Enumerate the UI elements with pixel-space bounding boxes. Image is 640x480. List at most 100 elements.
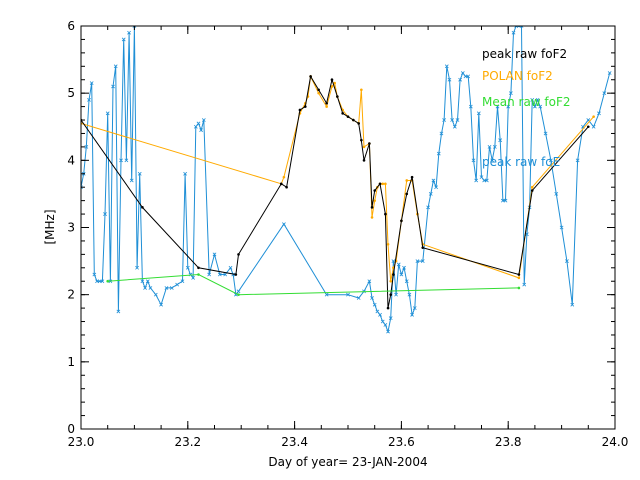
data-point-peak-raw-foe: [103, 212, 107, 216]
data-point-peak-raw-foe: [479, 175, 484, 180]
data-point-peak-raw-fof2: [237, 253, 240, 256]
x-tick-label: 23.2: [174, 435, 201, 449]
data-point-peak-raw-foe: [506, 104, 511, 109]
series-peak-raw-fof2: [81, 74, 590, 310]
legend-peak-raw-foe: peak raw foE: [482, 155, 560, 169]
data-point-peak-raw-fof2: [341, 112, 344, 115]
legend-polan-fof2: POLAN foF2: [482, 69, 553, 83]
data-point-peak-raw-foe: [119, 158, 123, 163]
data-point-peak-raw-foe: [180, 279, 185, 284]
data-point-peak-raw-foe: [570, 302, 575, 307]
data-point-mean-raw-fof2: [197, 273, 200, 276]
data-point-peak-raw-foe: [436, 151, 441, 156]
data-point-peak-raw-fof2: [370, 206, 374, 209]
data-point-peak-raw-fof2: [368, 142, 371, 145]
data-point-peak-raw-foe: [460, 71, 465, 75]
data-point-peak-raw-fof2: [234, 273, 238, 276]
data-point-peak-raw-fof2: [336, 95, 339, 98]
data-point-peak-raw-fof2: [421, 246, 425, 249]
data-point-peak-raw-foe: [84, 145, 89, 149]
data-point-peak-raw-foe: [191, 275, 196, 280]
data-point-peak-raw-foe: [503, 198, 508, 203]
data-point-peak-raw-foe: [428, 192, 433, 196]
data-point-peak-raw-fof2: [400, 219, 403, 223]
data-point-peak-raw-foe: [471, 158, 476, 163]
data-point-peak-raw-foe: [549, 158, 553, 163]
data-point-peak-raw-fof2: [346, 115, 350, 118]
data-point-peak-raw-foe: [148, 286, 153, 290]
data-point-peak-raw-foe: [212, 252, 217, 257]
data-point-peak-raw-foe: [201, 118, 206, 122]
data-point-peak-raw-fof2: [362, 159, 366, 162]
data-point-peak-raw-fof2: [360, 138, 363, 142]
x-tick-label: 23.8: [495, 435, 522, 449]
data-point-peak-raw-foe: [111, 84, 115, 89]
data-point-peak-raw-foe: [607, 71, 612, 75]
data-point-peak-raw-foe: [159, 302, 163, 307]
data-point-peak-raw-fof2: [530, 189, 534, 192]
data-point-peak-raw-foe: [140, 279, 145, 284]
data-point-peak-raw-foe: [199, 128, 204, 132]
data-point-polan-fof2: [360, 88, 363, 92]
data-point-peak-raw-foe: [484, 178, 489, 183]
data-point-peak-raw-fof2: [141, 206, 144, 209]
data-point-peak-raw-foe: [383, 323, 388, 327]
data-point-peak-raw-foe: [597, 111, 601, 116]
legend-peak-raw-fof2: peak raw foF2: [482, 47, 567, 61]
data-point-peak-raw-foe: [124, 158, 129, 163]
data-point-peak-raw-foe: [522, 282, 527, 287]
data-point-peak-raw-fof2: [378, 182, 382, 186]
data-point-polan-fof2: [330, 85, 334, 88]
data-point-polan-fof2: [386, 242, 390, 246]
data-point-peak-raw-foe: [372, 302, 377, 307]
data-point-mean-raw-fof2: [517, 286, 521, 290]
data-point-peak-raw-foe: [452, 124, 457, 129]
data-point-peak-raw-foe: [511, 30, 516, 35]
y-tick-label: 4: [67, 153, 75, 167]
data-point-peak-raw-foe: [282, 222, 286, 227]
data-point-peak-raw-foe: [223, 272, 228, 277]
data-point-polan-fof2: [389, 279, 393, 283]
data-point-peak-raw-fof2: [309, 75, 312, 78]
data-point-peak-raw-foe: [508, 91, 513, 96]
data-point-peak-raw-foe: [474, 178, 479, 183]
data-point-peak-raw-foe: [116, 309, 121, 314]
legend: peak raw foF2 POLAN foF2 Mean raw foF2 p…: [482, 47, 571, 169]
data-point-peak-raw-foe: [164, 286, 169, 290]
data-point-polan-fof2: [325, 105, 328, 108]
data-point-peak-raw-foe: [407, 292, 412, 297]
series-line-peak-raw-fof2: [81, 74, 589, 309]
data-point-peak-raw-foe: [370, 296, 374, 300]
data-point-peak-raw-foe: [135, 265, 139, 270]
data-point-peak-raw-foe: [121, 37, 126, 42]
data-point-peak-raw-foe: [565, 259, 569, 263]
data-point-peak-raw-foe: [193, 124, 198, 129]
data-point-peak-raw-foe: [476, 111, 481, 116]
data-point-peak-raw-foe: [602, 91, 607, 96]
data-point-peak-raw-foe: [533, 104, 537, 109]
y-tick-label: 2: [67, 288, 75, 302]
data-point-peak-raw-fof2: [517, 273, 521, 276]
data-point-peak-raw-foe: [530, 98, 535, 102]
data-point-peak-raw-foe: [324, 292, 329, 297]
data-point-polan-fof2: [381, 182, 385, 186]
data-point-peak-raw-foe: [487, 145, 492, 149]
y-tick-label: 6: [67, 19, 75, 33]
data-point-peak-raw-foe: [356, 296, 361, 300]
data-point-peak-raw-foe: [439, 131, 444, 136]
data-point-peak-raw-fof2: [386, 306, 390, 310]
data-point-peak-raw-fof2: [298, 108, 302, 112]
data-point-peak-raw-foe: [591, 124, 596, 129]
x-tick-label: 23.4: [281, 435, 308, 449]
data-point-peak-raw-foe: [535, 98, 540, 102]
data-point-peak-raw-foe: [380, 319, 385, 324]
data-point-peak-raw-foe: [228, 265, 233, 270]
data-point-polan-fof2: [592, 115, 595, 118]
data-point-peak-raw-foe: [378, 312, 382, 317]
y-tick-label: 3: [67, 221, 75, 235]
data-point-peak-raw-foe: [367, 279, 372, 284]
data-point-peak-raw-foe: [519, 26, 524, 28]
data-point-peak-raw-foe: [113, 64, 118, 69]
data-point-peak-raw-foe: [207, 272, 212, 277]
data-point-peak-raw-foe: [434, 185, 438, 190]
